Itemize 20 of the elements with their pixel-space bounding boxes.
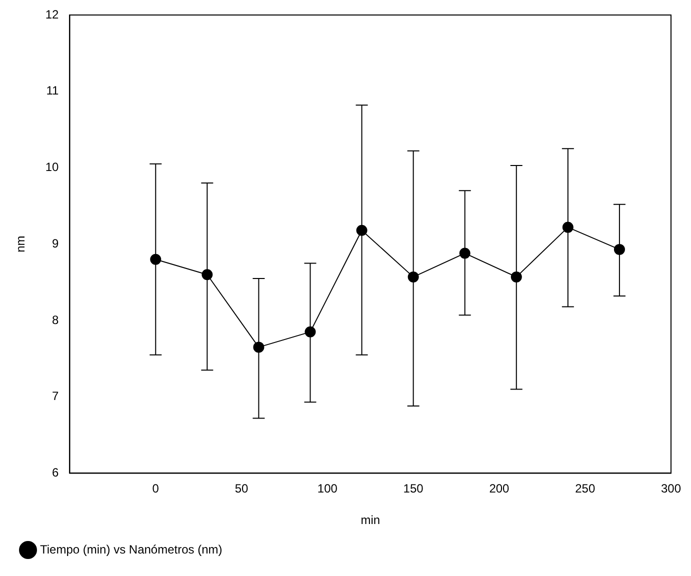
x-tick-label: 0 — [152, 482, 160, 496]
y-axis-title: nm — [14, 236, 28, 252]
y-tick-label: 12 — [45, 7, 60, 22]
x-tick-label: 50 — [234, 482, 249, 496]
point — [510, 271, 522, 282]
x-tick-label: 200 — [489, 482, 510, 496]
y-tick-label: 7 — [52, 389, 60, 404]
y-tick-label: 11 — [46, 84, 60, 98]
x-tick-label: 150 — [403, 482, 424, 496]
y-tick-label: 6 — [52, 466, 60, 480]
legend-label: Tiempo (min) vs Nanómetros (nm) — [40, 542, 222, 556]
y-tick-label: 10 — [45, 160, 60, 174]
x-tick-label: 250 — [575, 482, 596, 496]
point — [202, 269, 213, 280]
point — [614, 244, 625, 255]
x-tick-label: 100 — [317, 482, 338, 496]
x-axis-title: min — [360, 513, 380, 528]
y-tick-label: 8 — [52, 312, 60, 327]
y-tick-label: 9 — [52, 236, 60, 250]
x-tick-label: 300 — [660, 482, 682, 496]
